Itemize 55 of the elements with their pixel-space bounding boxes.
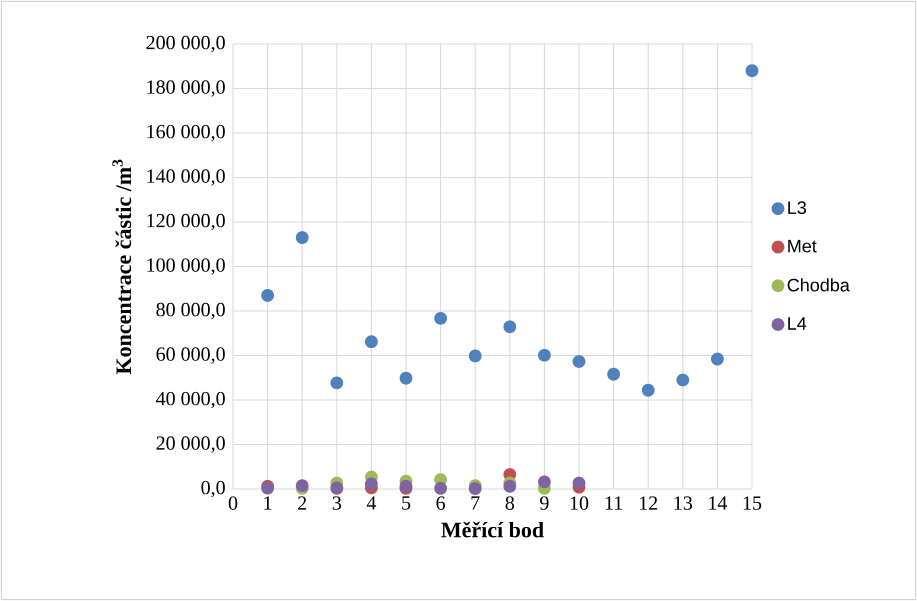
y-tick-label: 60 000,0: [156, 347, 225, 364]
point: [468, 350, 482, 362]
y-tick-label: 0,0: [201, 480, 225, 498]
x-tick-label: 1: [264, 496, 272, 510]
y-tick-label: 80 000,0: [156, 302, 225, 320]
point: [365, 477, 378, 490]
x-tick-label: 2: [298, 496, 306, 510]
x-tick-label: 0: [228, 496, 238, 510]
point: [261, 289, 274, 302]
x-tick-label: 15: [744, 496, 762, 510]
point: [676, 374, 690, 386]
y-tick-label: 120 000,0: [147, 214, 225, 230]
x-tick-label: 8: [506, 496, 514, 510]
point: [746, 64, 758, 78]
x-tick-label: 7: [472, 496, 480, 510]
y-axis-title: Koncentrace částic /m$^{3}$: [112, 160, 132, 374]
x-tick-label: 3: [332, 496, 342, 510]
y-tick-label: 200 000,0: [146, 36, 225, 52]
x-tick-label: 10: [570, 496, 588, 510]
x-tick-label: 4: [366, 496, 376, 510]
point: [296, 231, 309, 244]
legend-label: Chodba: [788, 278, 850, 292]
point: [434, 482, 448, 495]
y-tick-label: 140 000,0: [147, 169, 225, 186]
point: [538, 475, 551, 488]
point: [607, 368, 620, 381]
x-tick-label: 5: [402, 496, 410, 510]
point: [503, 480, 516, 493]
point: [538, 348, 551, 362]
x-tick-label: 13: [674, 496, 692, 510]
y-tick-label: 160 000,0: [147, 124, 225, 142]
legend-label: L3: [788, 201, 806, 214]
x-tick-label: 9: [540, 496, 549, 510]
x-tick-label: 11: [606, 496, 622, 510]
point: [365, 335, 378, 348]
point: [572, 355, 586, 368]
x-tick-label: 12: [640, 496, 658, 510]
y-tick-label: 40 000,0: [156, 392, 225, 408]
y-tick-label: 20 000,0: [156, 436, 225, 453]
x-axis-title: Měřící bod: [441, 522, 544, 538]
point: [400, 372, 412, 385]
x-tick-label: 6: [436, 496, 446, 510]
legend-label: L4: [788, 317, 806, 330]
point: [711, 352, 724, 366]
x-tick-label: 14: [709, 496, 728, 510]
point: [468, 482, 482, 495]
point: [330, 376, 344, 390]
y-tick-label: 180 000,0: [147, 80, 225, 97]
point: [642, 384, 655, 397]
point: [572, 476, 586, 490]
point: [434, 312, 448, 325]
point: [503, 320, 516, 334]
y-tick-label: 100 000,0: [147, 258, 225, 275]
point: [296, 479, 309, 492]
legend-label: Met: [788, 240, 817, 252]
